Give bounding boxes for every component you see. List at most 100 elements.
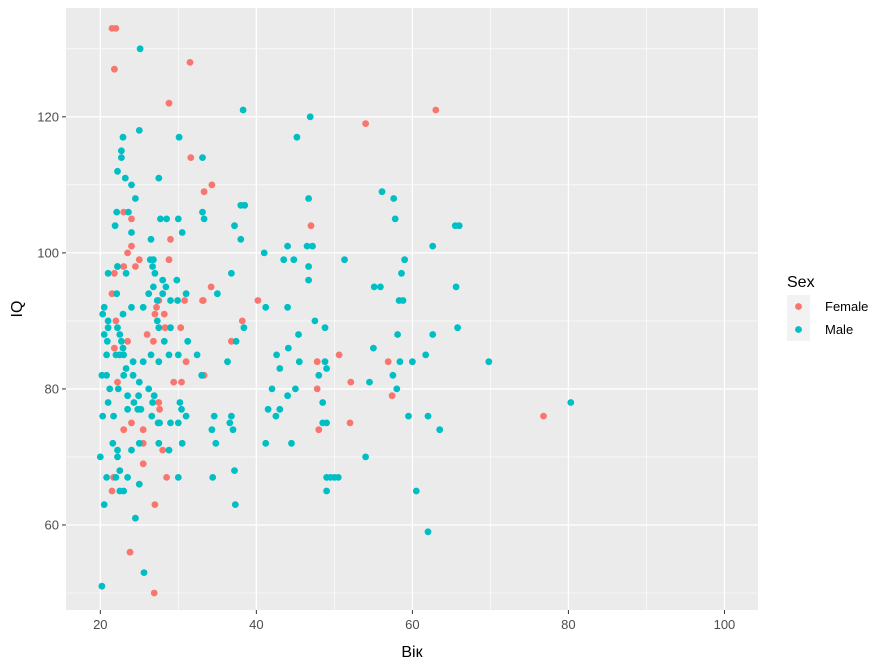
- data-point-male: [306, 113, 314, 121]
- data-point-female: [181, 297, 189, 304]
- data-point-male: [153, 317, 161, 325]
- data-point-male: [240, 324, 248, 332]
- data-point-male: [390, 195, 398, 202]
- data-point-male: [103, 351, 110, 359]
- data-point-male: [226, 419, 234, 427]
- data-point-male: [112, 474, 120, 481]
- data-point-female: [187, 154, 195, 162]
- x-tick-label: 60: [405, 617, 419, 632]
- data-point-female: [124, 249, 131, 257]
- data-point-male: [409, 358, 416, 366]
- data-point-female: [335, 351, 343, 359]
- data-point-male: [155, 174, 163, 182]
- y-axis-ticks: 60 80 100 120: [37, 109, 66, 532]
- data-point-female: [108, 290, 116, 298]
- data-point-male: [150, 392, 158, 400]
- data-point-male: [319, 419, 327, 427]
- data-point-female: [120, 263, 128, 270]
- data-point-male: [303, 242, 311, 250]
- data-point-male: [128, 229, 135, 236]
- data-point-male: [309, 242, 316, 250]
- data-point-male: [103, 371, 110, 379]
- data-point-female: [120, 208, 128, 216]
- data-point-male: [128, 303, 135, 311]
- data-point-male: [401, 256, 408, 264]
- data-point-male: [96, 453, 104, 461]
- legend-items: Female Male: [787, 295, 868, 341]
- data-point-male: [146, 256, 154, 264]
- data-point-male: [276, 365, 284, 372]
- data-point-male: [104, 317, 112, 325]
- data-point-male: [135, 392, 143, 400]
- data-point-male: [567, 399, 575, 406]
- data-point-female: [114, 378, 121, 386]
- legend-swatch-female: [795, 303, 802, 310]
- data-point-male: [209, 474, 217, 481]
- data-point-male: [284, 344, 292, 352]
- data-point-male: [366, 378, 373, 386]
- data-point-male: [163, 215, 171, 223]
- data-point-male: [145, 385, 153, 393]
- data-point-female: [150, 337, 157, 345]
- legend-label-female: Female: [825, 299, 868, 314]
- data-point-female: [167, 235, 174, 243]
- data-point-male: [393, 385, 401, 393]
- data-point-male: [321, 324, 329, 332]
- data-point-male: [106, 385, 114, 393]
- data-point-male: [150, 283, 157, 291]
- data-point-male: [293, 133, 301, 141]
- data-point-male: [377, 283, 384, 291]
- data-point-male: [135, 378, 143, 386]
- data-point-female: [208, 181, 216, 189]
- data-point-male: [114, 167, 121, 175]
- data-point-female: [155, 399, 163, 406]
- data-point-male: [262, 439, 270, 447]
- data-point-male: [124, 474, 131, 481]
- data-point-male: [114, 385, 122, 393]
- data-point-male: [262, 303, 270, 311]
- data-point-male: [114, 263, 121, 270]
- data-point-female: [153, 303, 160, 311]
- data-point-male: [241, 201, 249, 209]
- data-point-male: [315, 371, 323, 379]
- data-point-female: [128, 242, 135, 250]
- data-point-female: [347, 378, 355, 386]
- data-point-male: [154, 419, 162, 427]
- data-point-female: [139, 426, 147, 434]
- data-point-female: [238, 317, 246, 325]
- data-point-male: [159, 276, 167, 284]
- data-point-male: [184, 337, 192, 345]
- data-point-male: [167, 297, 174, 304]
- data-point-male: [394, 331, 401, 338]
- data-point-male: [130, 399, 138, 406]
- data-point-female: [135, 256, 143, 264]
- data-point-male: [280, 256, 288, 264]
- data-point-male: [429, 331, 437, 338]
- data-point-male: [135, 480, 143, 488]
- data-point-male: [135, 126, 143, 134]
- data-point-female: [111, 269, 118, 277]
- data-point-male: [99, 412, 107, 420]
- data-point-male: [118, 147, 125, 155]
- data-point-male: [118, 154, 125, 162]
- data-point-female: [165, 256, 173, 264]
- x-tick-label: 100: [714, 617, 736, 632]
- data-point-male: [239, 106, 247, 114]
- data-point-female: [111, 344, 118, 352]
- data-point-female: [150, 589, 158, 597]
- data-point-male: [214, 290, 221, 298]
- data-point-male: [174, 474, 182, 481]
- data-point-male: [124, 405, 131, 413]
- data-point-male: [129, 358, 137, 366]
- data-point-male: [155, 358, 163, 366]
- data-point-male: [134, 405, 142, 413]
- data-point-female: [159, 446, 167, 454]
- data-point-male: [178, 229, 186, 236]
- data-point-male: [100, 331, 108, 338]
- data-point-male: [231, 222, 238, 230]
- x-tick-label: 80: [561, 617, 575, 632]
- data-point-female: [384, 358, 392, 366]
- data-point-female: [315, 426, 323, 434]
- y-axis-title: IQ: [9, 301, 26, 318]
- data-point-male: [231, 501, 239, 508]
